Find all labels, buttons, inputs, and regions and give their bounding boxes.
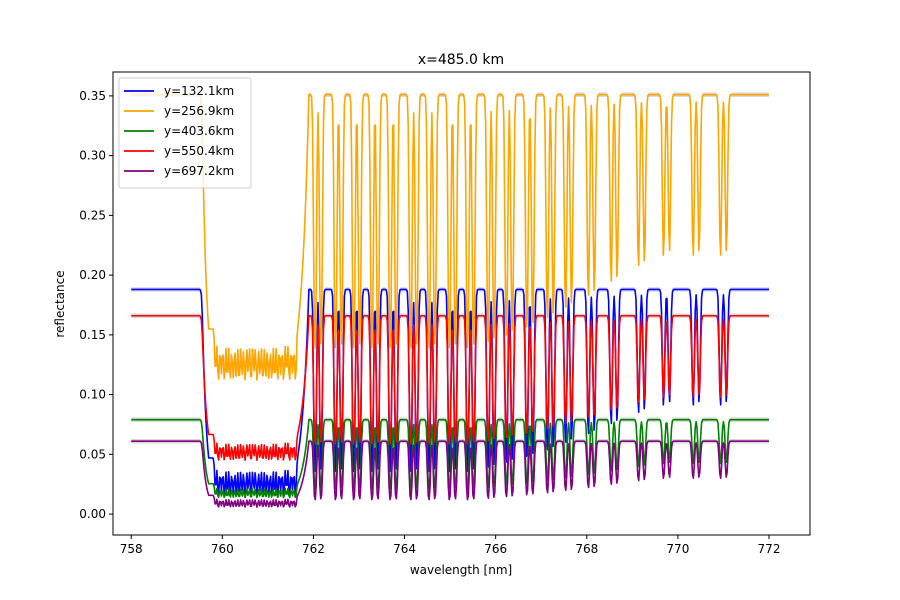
- x-tick-label: 770: [666, 542, 689, 556]
- x-tick-label: 772: [758, 542, 781, 556]
- plot-frame: [112, 71, 811, 536]
- legend-label: y=256.9km: [164, 104, 234, 118]
- series-line: [131, 314, 769, 462]
- ticks-layer: 758 760 762 764 766 768 770 772 0.00 0.05 0.10 0.15…: [79, 89, 780, 556]
- legend: y=132.1km y=256.9km y=403.6km y=550.4km y=69…: [118, 77, 252, 189]
- x-tick-label: 766: [484, 542, 507, 556]
- legend-label: y=403.6km: [164, 124, 234, 138]
- y-tick-label: 0.10: [79, 388, 106, 402]
- legend-box: [118, 77, 252, 189]
- y-tick-label: 0.35: [79, 89, 106, 103]
- y-tick-label: 0.15: [79, 328, 106, 342]
- y-tick-label: 0.25: [79, 208, 106, 222]
- y-axis-label: reflectance: [53, 270, 67, 337]
- x-axis-label: wavelength [nm]: [410, 563, 512, 577]
- y-tick-label: 0.00: [79, 507, 106, 521]
- x-tick-label: 762: [302, 542, 325, 556]
- series-line: [131, 93, 769, 381]
- y-tick-label: 0.20: [79, 268, 106, 282]
- x-tick-label: 760: [211, 542, 234, 556]
- x-tick-label: 764: [393, 542, 416, 556]
- legend-label: y=550.4km: [164, 144, 234, 158]
- legend-label: y=132.1km: [164, 84, 234, 98]
- y-tick-label: 0.30: [79, 149, 106, 163]
- series-line: [131, 440, 769, 508]
- series-layer: [131, 92, 770, 508]
- x-tick-label: 758: [120, 542, 143, 556]
- legend-label: y=697.2km: [164, 164, 234, 178]
- x-tick-label: 768: [575, 542, 598, 556]
- y-tick-label: 0.05: [79, 447, 106, 461]
- chart-title: x=485.0 km: [418, 52, 504, 68]
